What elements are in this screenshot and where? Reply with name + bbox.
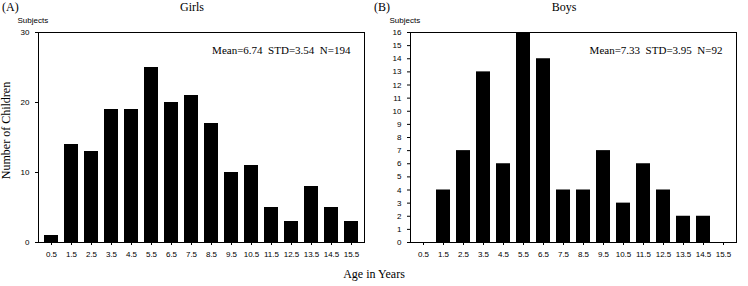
svg-text:13.5: 13.5 [304,250,320,259]
svg-text:1.5: 1.5 [66,250,78,259]
svg-text:3.5: 3.5 [106,250,118,259]
svg-text:9.5: 9.5 [598,250,610,259]
svg-text:2: 2 [397,212,402,221]
svg-text:12: 12 [393,81,402,90]
html-text:(A): (A) [2,0,19,14]
svg-text:Mean=7.33 STD=3.95 N=92: Mean=7.33 STD=3.95 N=92 [590,44,723,56]
svg-text:6.5: 6.5 [166,250,178,259]
svg-text:10: 10 [21,168,30,177]
svg-text:2.5: 2.5 [86,250,98,259]
svg-text:14.5: 14.5 [696,250,712,259]
html-text:(B): (B) [374,0,390,14]
svg-text:7.5: 7.5 [186,250,198,259]
svg-text:3.5: 3.5 [478,250,490,259]
svg-text:4: 4 [397,186,402,195]
svg-text:7: 7 [397,146,402,155]
svg-text:30: 30 [21,28,30,37]
svg-text:13.5: 13.5 [676,250,692,259]
svg-text:0.5: 0.5 [46,250,58,259]
svg-text:2.5: 2.5 [458,250,470,259]
svg-text:10: 10 [393,107,402,116]
svg-text:0: 0 [397,238,402,247]
svg-text:10.5: 10.5 [244,250,260,259]
svg-text:14.5: 14.5 [324,250,340,259]
html-text:Girls: Girls [180,0,204,14]
svg-text:7.5: 7.5 [558,250,570,259]
svg-text:10.5: 10.5 [616,250,632,259]
svg-text:11: 11 [393,94,402,103]
svg-text:12.5: 12.5 [284,250,300,259]
svg-text:Mean=6.74 STD=3.54 N=194: Mean=6.74 STD=3.54 N=194 [212,44,351,56]
svg-text:5.5: 5.5 [146,250,158,259]
svg-text:12.5: 12.5 [656,250,672,259]
svg-text:15.5: 15.5 [716,250,732,259]
svg-text:13: 13 [393,67,402,76]
svg-text:15.5: 15.5 [344,250,360,259]
svg-text:16: 16 [393,28,402,37]
svg-text:20: 20 [21,98,30,107]
svg-text:Subjects: Subjects [18,16,49,25]
svg-text:1.5: 1.5 [438,250,450,259]
svg-text:3: 3 [397,199,402,208]
svg-text:8.5: 8.5 [206,250,218,259]
svg-text:6.5: 6.5 [538,250,550,259]
svg-text:1: 1 [397,225,402,234]
svg-text:8.5: 8.5 [578,250,590,259]
html-text:Age in Years: Age in Years [343,267,405,281]
svg-text:8: 8 [397,133,402,142]
html-text:Boys: Boys [551,0,577,14]
svg-text:11.5: 11.5 [264,250,280,259]
svg-text:9: 9 [397,120,402,129]
svg-text:0: 0 [25,238,30,247]
svg-text:4.5: 4.5 [498,250,510,259]
svg-text:6: 6 [397,159,402,168]
svg-text:11.5: 11.5 [636,250,652,259]
svg-text:5: 5 [397,172,402,181]
svg-text:Subjects: Subjects [390,16,421,25]
svg-text:9.5: 9.5 [226,250,238,259]
svg-text:5.5: 5.5 [518,250,530,259]
svg-text:0.5: 0.5 [418,250,430,259]
svg-text:4.5: 4.5 [126,250,138,259]
svg-text:15: 15 [393,41,402,50]
svg-text:14: 14 [393,54,402,63]
